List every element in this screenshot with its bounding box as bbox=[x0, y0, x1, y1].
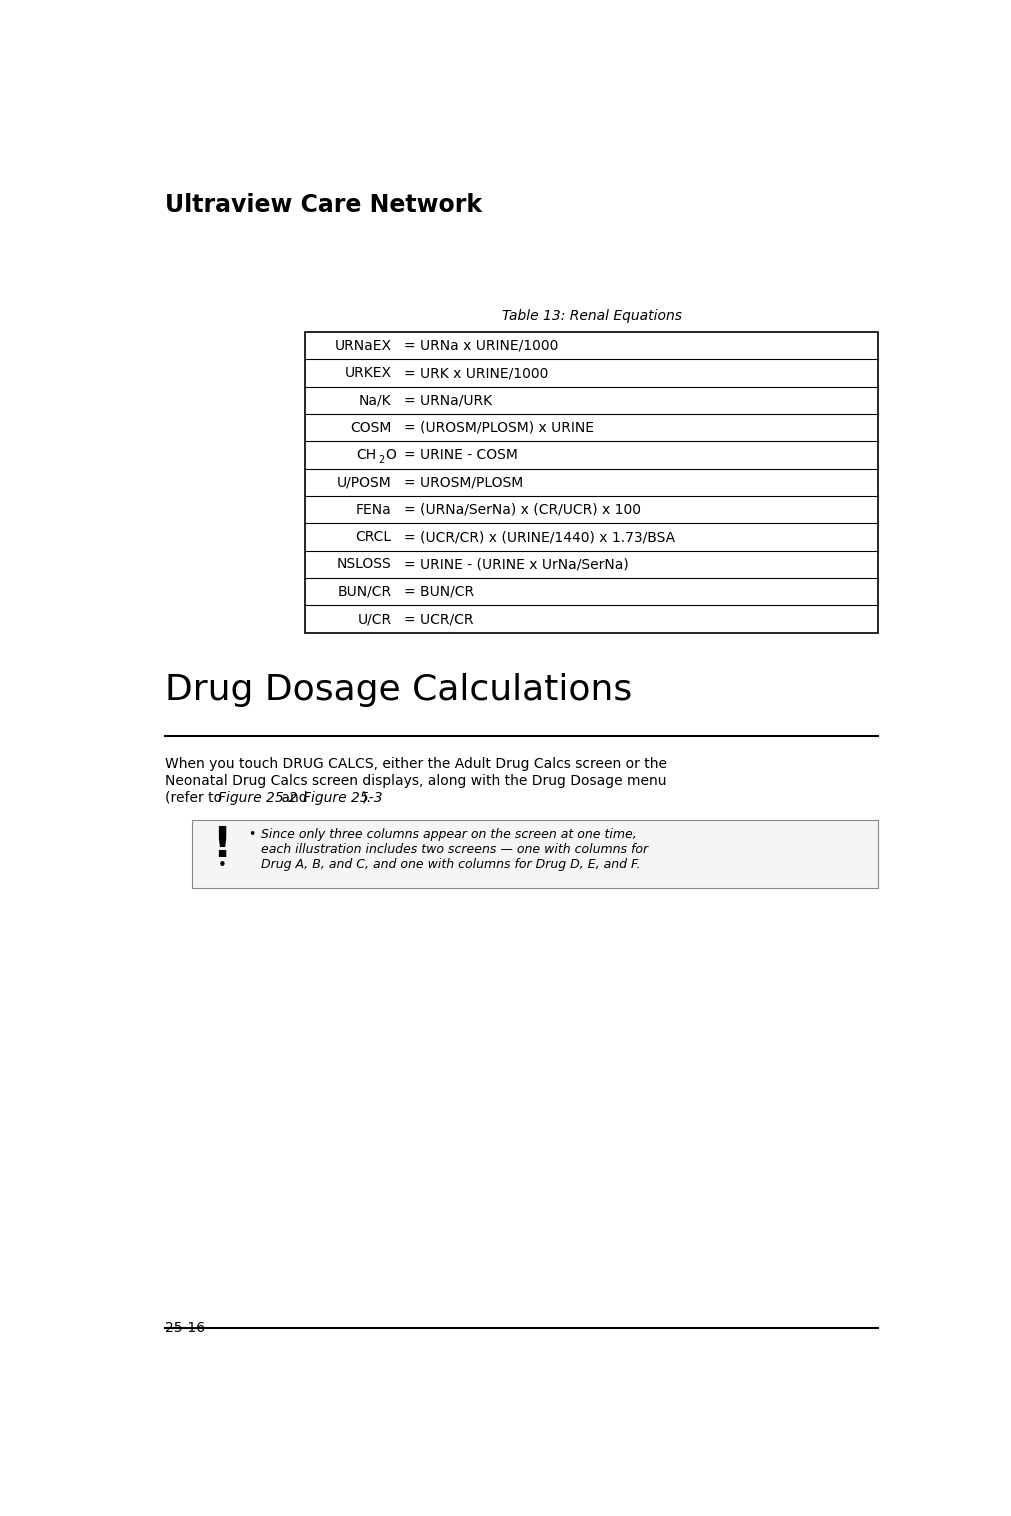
Text: = (UCR/CR) x (URINE/1440) x 1.73/BSA: = (UCR/CR) x (URINE/1440) x 1.73/BSA bbox=[403, 531, 674, 544]
Bar bbox=[304, 332, 878, 632]
Text: CH: CH bbox=[356, 449, 376, 462]
Text: FENa: FENa bbox=[356, 503, 391, 517]
Text: = BUN/CR: = BUN/CR bbox=[403, 585, 473, 599]
Text: = (UROSM/PLOSM) x URINE: = (UROSM/PLOSM) x URINE bbox=[403, 421, 593, 435]
Text: each illustration includes two screens — one with columns for: each illustration includes two screens —… bbox=[260, 843, 647, 855]
Text: •: • bbox=[217, 858, 226, 873]
Text: URNaEX: URNaEX bbox=[335, 338, 391, 353]
Text: When you touch DRUG CALCS, either the Adult Drug Calcs screen or the: When you touch DRUG CALCS, either the Ad… bbox=[165, 758, 666, 772]
Text: CRCL: CRCL bbox=[355, 531, 391, 544]
Text: Na/K: Na/K bbox=[359, 394, 391, 408]
Text: = URINE - (URINE x UrNa/SerNa): = URINE - (URINE x UrNa/SerNa) bbox=[403, 558, 628, 572]
Text: ).: ). bbox=[361, 791, 371, 805]
Text: 2: 2 bbox=[378, 455, 384, 465]
Text: •: • bbox=[248, 828, 256, 840]
Text: Figure 25-2: Figure 25-2 bbox=[218, 791, 297, 805]
Text: BUN/CR: BUN/CR bbox=[337, 585, 391, 599]
Bar bbox=[192, 820, 878, 888]
Text: Since only three columns appear on the screen at one time,: Since only three columns appear on the s… bbox=[260, 828, 636, 840]
Text: NSLOSS: NSLOSS bbox=[337, 558, 391, 572]
Text: Neonatal Drug Calcs screen displays, along with the Drug Dosage menu: Neonatal Drug Calcs screen displays, alo… bbox=[165, 775, 666, 788]
Text: = URK x URINE/1000: = URK x URINE/1000 bbox=[403, 365, 548, 381]
Text: = URINE - COSM: = URINE - COSM bbox=[403, 449, 518, 462]
Text: U/CR: U/CR bbox=[357, 612, 391, 626]
Text: Figure 25-3: Figure 25-3 bbox=[303, 791, 382, 805]
Text: !: ! bbox=[212, 823, 232, 866]
Text: = (URNa/SerNa) x (CR/UCR) x 100: = (URNa/SerNa) x (CR/UCR) x 100 bbox=[403, 503, 640, 517]
Text: O: O bbox=[385, 449, 396, 462]
Text: Ultraview Care Network: Ultraview Care Network bbox=[165, 193, 482, 217]
Text: = UCR/CR: = UCR/CR bbox=[403, 612, 473, 626]
Text: and: and bbox=[276, 791, 311, 805]
Text: Drug Dosage Calculations: Drug Dosage Calculations bbox=[165, 673, 632, 706]
Text: 25-16: 25-16 bbox=[165, 1322, 205, 1336]
Text: (refer to: (refer to bbox=[165, 791, 226, 805]
Text: Table 13: Renal Equations: Table 13: Renal Equations bbox=[501, 309, 680, 323]
Text: COSM: COSM bbox=[350, 421, 391, 435]
Text: U/POSM: U/POSM bbox=[337, 476, 391, 490]
Text: = URNa/URK: = URNa/URK bbox=[403, 394, 491, 408]
Text: Drug A, B, and C, and one with columns for Drug D, E, and F.: Drug A, B, and C, and one with columns f… bbox=[260, 858, 640, 870]
Text: = URNa x URINE/1000: = URNa x URINE/1000 bbox=[403, 338, 558, 353]
Text: URKEX: URKEX bbox=[344, 365, 391, 381]
Text: = UROSM/PLOSM: = UROSM/PLOSM bbox=[403, 476, 523, 490]
